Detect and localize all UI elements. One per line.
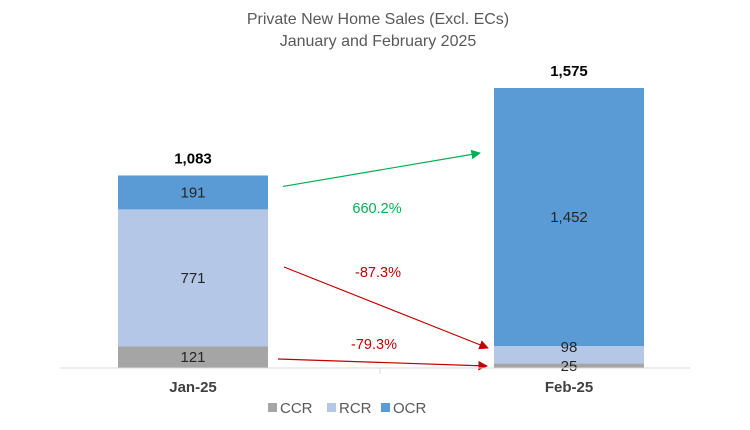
value-label-ocr-jan-25: 191 [180, 184, 205, 201]
legend-label-ccr: CCR [280, 400, 313, 417]
value-label-ccr-jan-25: 121 [180, 349, 205, 366]
bar-rcr-jan-25 [118, 209, 268, 347]
total-label-feb-25: 1,575 [550, 63, 588, 80]
bar-rcr-feb-25 [494, 346, 644, 364]
legend-swatch-ccr [268, 403, 277, 412]
labels-layer: 1,083 1,575 121 771 191 25 98 1,452 [174, 63, 588, 375]
value-label-rcr-feb-25: 98 [561, 339, 578, 356]
category-labels: Jan-25 Feb-25 [169, 379, 593, 396]
legend: CCR RCR OCR [268, 400, 427, 417]
bar-ocr-feb-25 [494, 88, 644, 347]
total-label-jan-25: 1,083 [174, 150, 212, 167]
legend-swatch-ocr [381, 403, 390, 412]
change-label-rcr: -87.3% [355, 265, 401, 281]
legend-label-rcr: RCR [339, 400, 372, 417]
chart-subtitle: January and February 2025 [280, 33, 477, 50]
value-label-ocr-feb-25: 1,452 [550, 209, 588, 226]
change-label-ccr: -79.3% [351, 337, 397, 353]
change-arrow-rcr [283, 266, 489, 350]
bars-layer [118, 88, 644, 368]
value-label-rcr-jan-25: 771 [180, 270, 205, 287]
category-label-feb-25: Feb-25 [545, 379, 593, 396]
chart-title: Private New Home Sales (Excl. ECs) [247, 11, 509, 28]
change-arrows-layer: 660.2% -87.3% -79.3% [277, 149, 489, 371]
legend-label-ocr: OCR [393, 400, 427, 417]
change-label-ocr: 660.2% [352, 201, 401, 217]
change-arrow-ccr [277, 358, 488, 371]
category-label-jan-25: Jan-25 [169, 379, 217, 396]
bar-ocr-jan-25 [118, 175, 268, 210]
bar-ccr-feb-25 [494, 363, 644, 368]
legend-swatch-rcr [327, 403, 336, 412]
change-arrow-ocr [282, 149, 481, 188]
bar-ccr-jan-25 [118, 346, 268, 368]
value-label-ccr-feb-25: 25 [561, 358, 578, 375]
